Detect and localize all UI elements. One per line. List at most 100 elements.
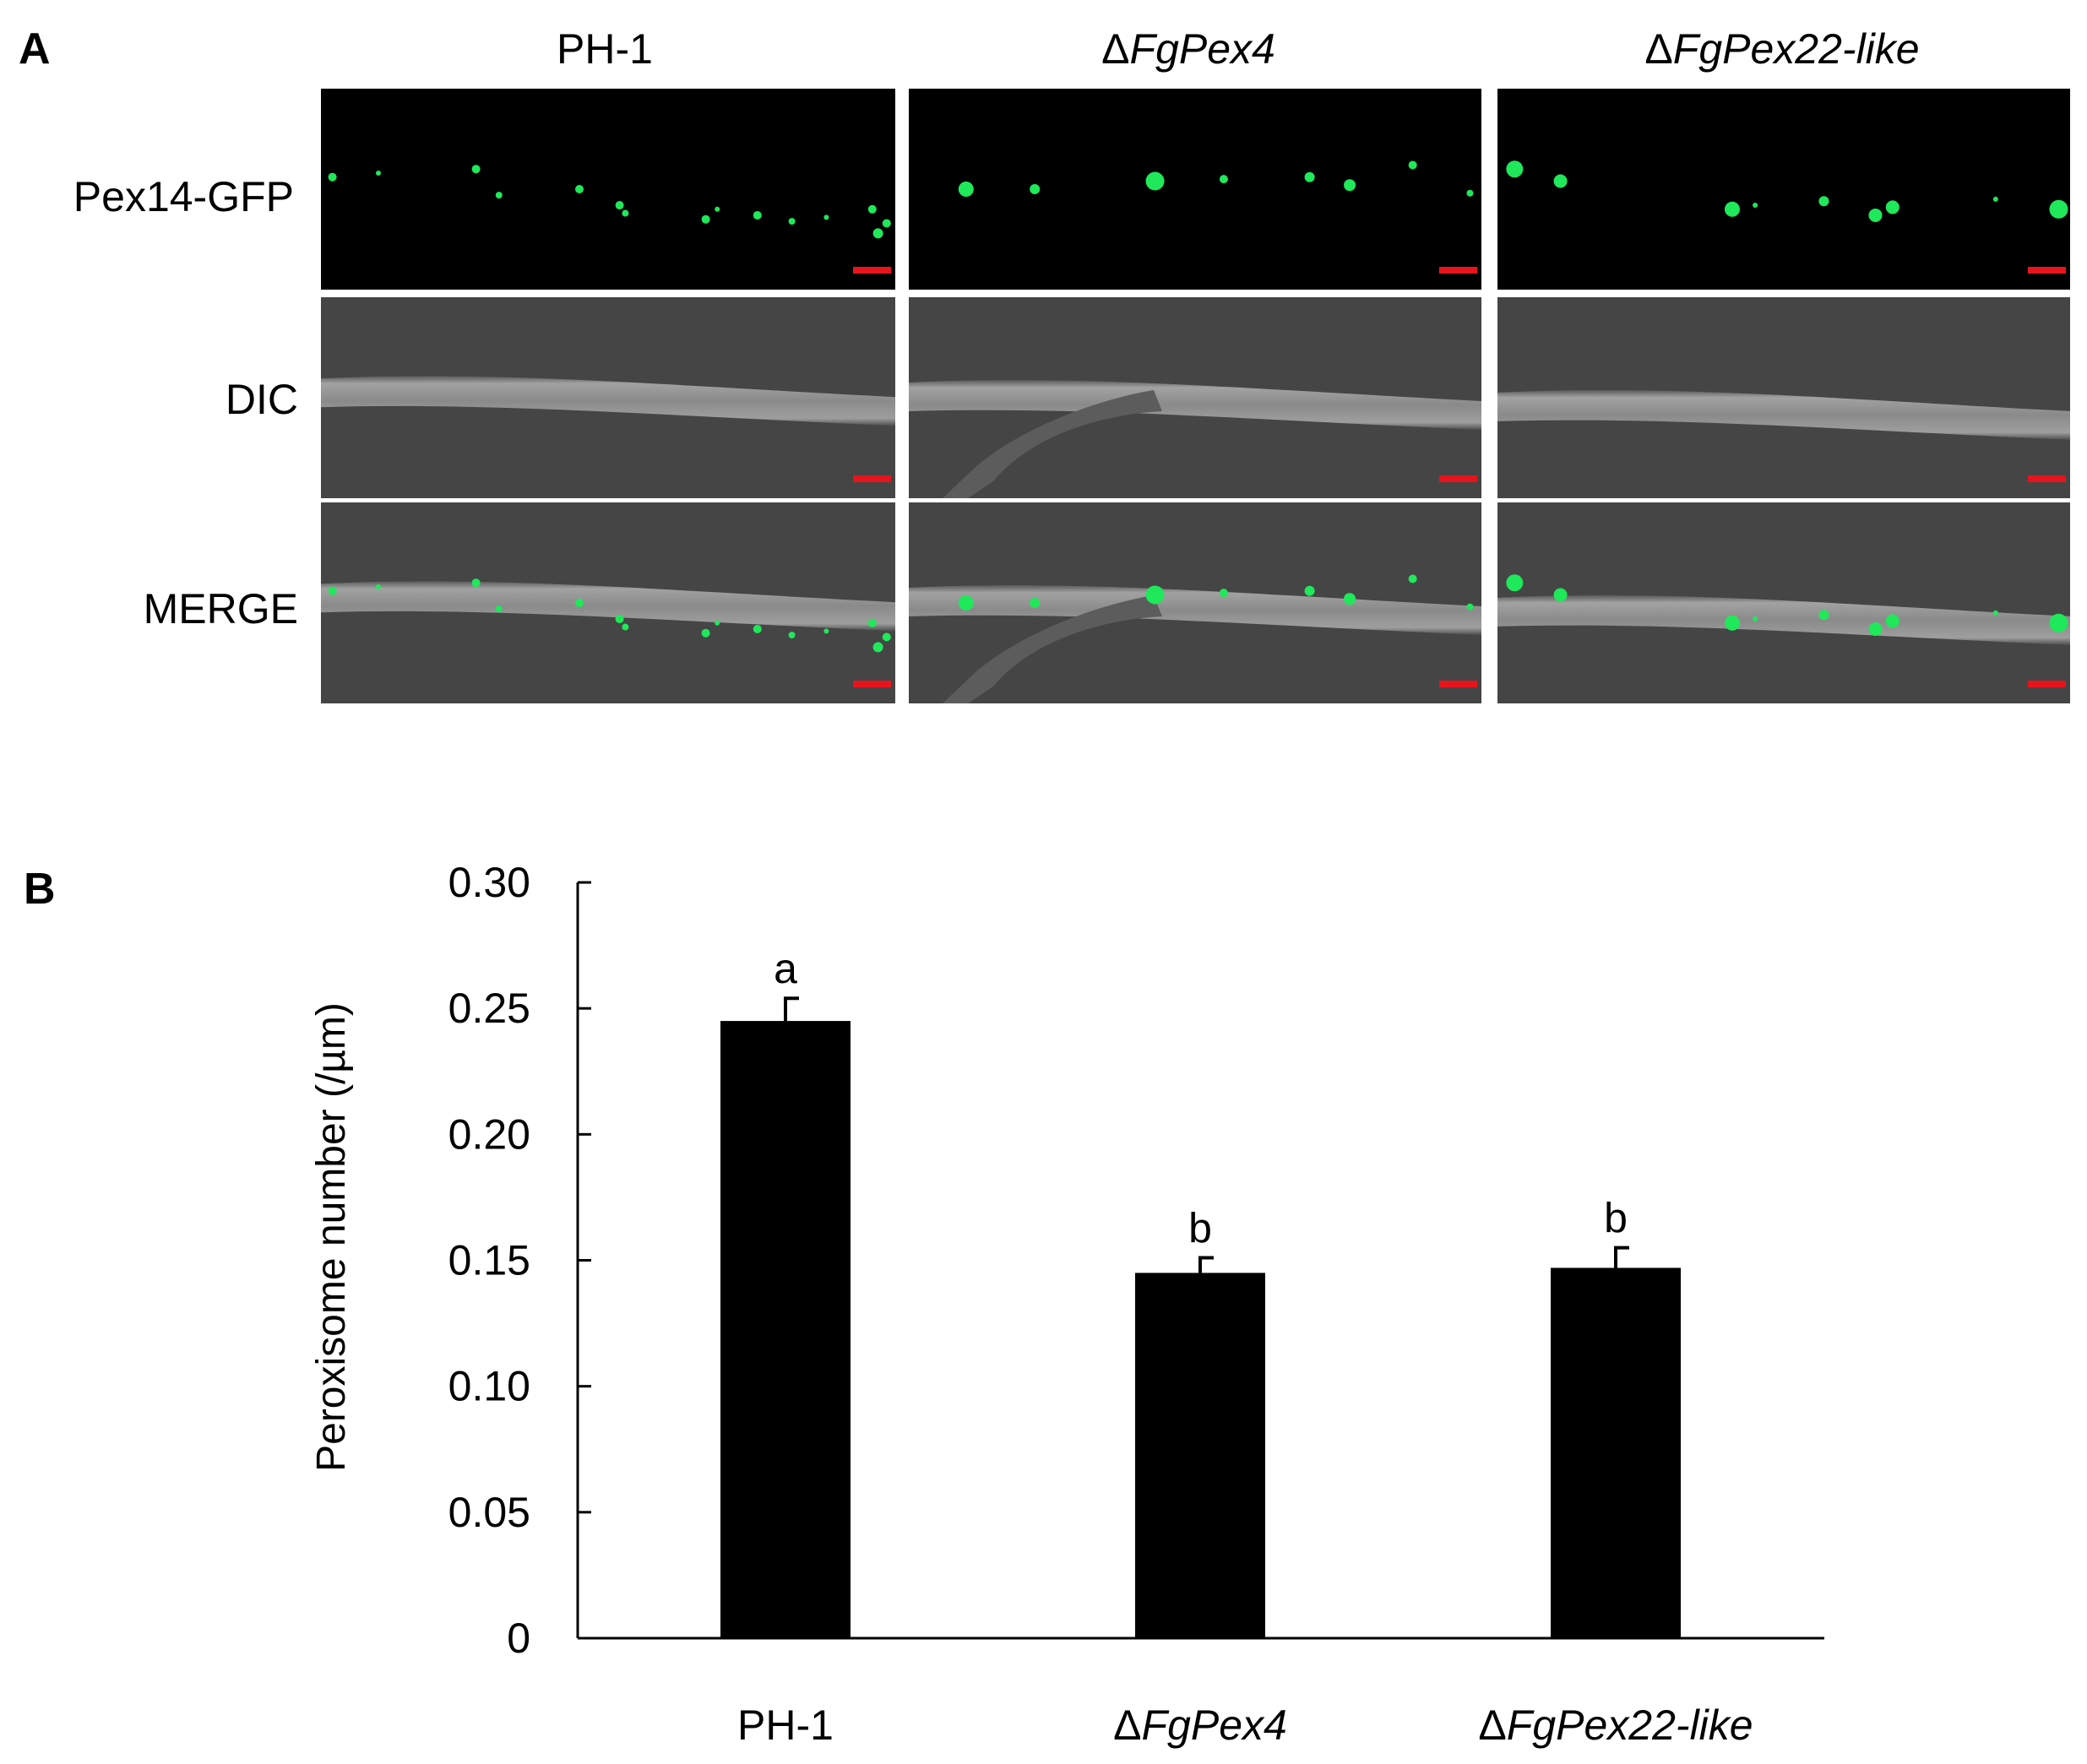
peroxisome-spot <box>1818 196 1829 207</box>
column-header-ph1: PH-1 <box>557 25 653 73</box>
peroxisome-spot <box>575 185 584 193</box>
peroxisome-spot <box>1553 588 1568 602</box>
peroxisome-spot <box>328 172 337 182</box>
significance-label: b <box>1188 1205 1212 1252</box>
column-header-name: PH-1 <box>557 25 653 73</box>
y-tick-label: 0.15 <box>448 1237 530 1284</box>
peroxisome-spot <box>622 209 629 217</box>
hypha-branch <box>943 595 1162 703</box>
peroxisome-spot <box>1466 603 1474 611</box>
peroxisome-spot <box>1344 179 1356 192</box>
significance-label: a <box>774 945 797 992</box>
x-tick-label-prefix: Δ <box>1113 1702 1141 1749</box>
panel-a-label: A <box>19 24 51 73</box>
peroxisome-spot <box>701 628 710 638</box>
x-tick-label: ΔFgPex4 <box>1113 1702 1287 1749</box>
bar-chart: 00.050.100.150.200.250.30aPH-1bΔFgPex4bΔ… <box>448 859 1824 1749</box>
y-tick-label: 0.05 <box>448 1489 530 1536</box>
peroxisome-spot <box>471 578 481 588</box>
peroxisome-spot <box>2049 613 2068 632</box>
peroxisome-spot <box>1992 610 1998 616</box>
peroxisome-spot <box>328 586 337 595</box>
peroxisome-spot <box>1724 201 1740 217</box>
y-axis-label: Peroxisome number (/µm) <box>309 1002 354 1472</box>
y-tick-label: 0.25 <box>448 985 530 1032</box>
peroxisome-spot <box>1506 574 1524 592</box>
peroxisome-spot <box>1868 208 1883 222</box>
peroxisome-spot <box>495 192 503 199</box>
peroxisome-spot <box>1408 160 1417 170</box>
peroxisome-spot <box>622 623 629 631</box>
scale-bar <box>1439 475 1477 482</box>
peroxisome-spot <box>376 583 381 589</box>
peroxisome-spot <box>1724 615 1740 631</box>
scale-bar <box>1439 681 1477 687</box>
scale-bar <box>2028 681 2066 687</box>
peroxisome-spot <box>1466 189 1474 197</box>
peroxisome-spot <box>1818 610 1829 621</box>
panel-a: A PH-1 ΔFgPex4 ΔFgPex22-like Pex14-GFP D… <box>19 24 2070 703</box>
hypha <box>1497 390 2070 440</box>
x-tick-label-name: FgPex4 <box>1142 1702 1287 1749</box>
bar <box>1551 1267 1681 1638</box>
peroxisome-spot <box>1753 616 1758 622</box>
peroxisome-spot <box>1885 200 1899 214</box>
hypha <box>909 380 1481 430</box>
peroxisome-spot <box>788 218 796 225</box>
peroxisome-spot <box>1145 585 1165 605</box>
peroxisome-spot <box>1219 175 1228 184</box>
peroxisome-spot <box>471 165 481 174</box>
micrograph-gfp-panel <box>909 89 1481 290</box>
y-tick-label: 0.10 <box>448 1363 530 1410</box>
scale-bar <box>853 681 891 687</box>
peroxisome-spot <box>958 595 974 611</box>
hypha <box>909 585 1481 635</box>
peroxisome-spot <box>1145 171 1165 191</box>
peroxisome-spot <box>701 214 710 224</box>
peroxisome-spot <box>823 628 829 634</box>
peroxisome-spot <box>575 599 584 607</box>
micrograph-grid <box>321 89 2070 703</box>
peroxisome-spot <box>753 210 762 220</box>
y-tick-label: 0 <box>507 1615 530 1662</box>
x-tick-label: PH-1 <box>737 1702 834 1749</box>
scale-bar <box>2028 267 2066 274</box>
peroxisome-spot <box>958 182 974 197</box>
peroxisome-spot <box>1304 585 1315 596</box>
y-tick-label: 0.20 <box>448 1110 530 1158</box>
peroxisome-spot <box>867 618 877 627</box>
peroxisome-spot <box>615 201 624 210</box>
column-header-fgpex22-like: ΔFgPex22-like <box>1644 25 1919 73</box>
scale-bar <box>853 267 891 274</box>
peroxisome-spot <box>882 632 891 642</box>
peroxisome-spot <box>1753 203 1758 209</box>
peroxisome-spot <box>1408 574 1417 583</box>
y-tick-label: 0.30 <box>448 859 530 906</box>
hypha <box>321 376 895 426</box>
peroxisome-spot <box>882 219 891 228</box>
hypha-branch <box>943 390 1162 498</box>
x-tick-label-prefix: Δ <box>1478 1702 1506 1749</box>
micrograph-gfp-panel <box>321 89 895 290</box>
column-header-name: FgPex22-like <box>1673 25 1920 73</box>
peroxisome-spot <box>615 615 624 624</box>
peroxisome-spot <box>1030 598 1041 608</box>
row-label-merge: MERGE <box>144 585 298 632</box>
column-header-prefix: Δ <box>1644 25 1672 73</box>
x-tick-label-name: FgPex22-like <box>1507 1702 1753 1749</box>
peroxisome-spot <box>872 642 883 653</box>
scale-bar <box>1439 267 1477 274</box>
peroxisome-spot <box>495 605 503 613</box>
scale-bar <box>853 475 891 482</box>
peroxisome-spot <box>2049 199 2068 219</box>
peroxisome-spot <box>1030 184 1041 194</box>
peroxisome-spot <box>715 206 720 212</box>
peroxisome-spot <box>872 228 883 239</box>
peroxisome-spot <box>715 620 720 626</box>
row-label-pex14-gfp: Pex14-GFP <box>73 173 294 220</box>
column-header-name: FgPex4 <box>1130 25 1275 73</box>
hypha <box>321 581 895 632</box>
x-tick-label-name: PH-1 <box>737 1702 834 1749</box>
hypha <box>1497 595 2070 645</box>
